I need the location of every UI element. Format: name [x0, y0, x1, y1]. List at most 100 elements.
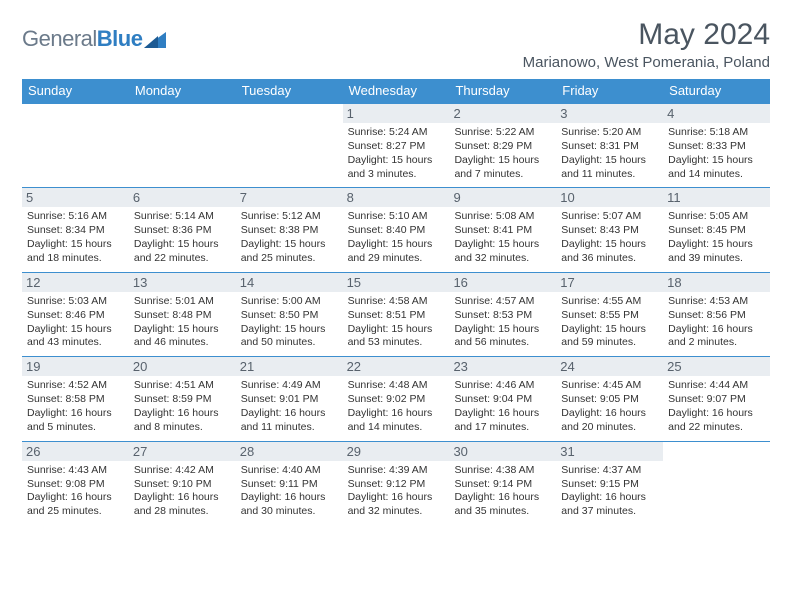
day-number: 1: [343, 104, 450, 123]
day-cell-20: 20 Sunrise: 4:51 AMSunset: 8:59 PMDayligh…: [129, 357, 236, 440]
day-cell-1: 1Sunrise: 5:24 AMSunset: 8:27 PMDaylight…: [343, 104, 450, 187]
dayname-saturday: Saturday: [663, 79, 770, 103]
day-number: 28: [236, 442, 343, 461]
day-cell-26: 26 Sunrise: 4:43 AMSunset: 9:08 PMDayligh…: [22, 442, 129, 525]
header: GeneralBlue May 2024 Marianowo, West Pom…: [22, 18, 770, 71]
day-number: 8: [343, 188, 450, 207]
calendar-row: 1Sunrise: 5:24 AMSunset: 8:27 PMDaylight…: [22, 103, 770, 187]
calendar-row: 5 Sunrise: 5:16 AMSunset: 8:34 PMDaylight…: [22, 187, 770, 271]
day-info: Sunrise: 5:14 AMSunset: 8:36 PMDaylight:…: [134, 210, 231, 265]
logo-text-general: General: [22, 26, 97, 51]
day-number: 31: [556, 442, 663, 461]
day-info: Sunrise: 4:58 AMSunset: 8:51 PMDaylight:…: [348, 295, 445, 350]
day-info: Sunrise: 4:38 AMSunset: 9:14 PMDaylight:…: [454, 464, 551, 519]
day-number: 16: [449, 273, 556, 292]
day-number: 5: [22, 188, 129, 207]
day-info: Sunrise: 5:05 AMSunset: 8:45 PMDaylight:…: [668, 210, 765, 265]
day-cell-3: 3Sunrise: 5:20 AMSunset: 8:31 PMDaylight…: [556, 104, 663, 187]
day-number: 22: [343, 357, 450, 376]
day-info: Sunrise: 5:22 AMSunset: 8:29 PMDaylight:…: [454, 126, 551, 181]
day-number: 4: [663, 104, 770, 123]
day-number: 11: [663, 188, 770, 207]
day-cell-17: 17Sunrise: 4:55 AMSunset: 8:55 PMDayligh…: [556, 273, 663, 356]
day-number: 14: [236, 273, 343, 292]
day-cell-9: 9 Sunrise: 5:08 AMSunset: 8:41 PMDaylight…: [449, 188, 556, 271]
day-number: 20: [129, 357, 236, 376]
day-cell-22: 22 Sunrise: 4:48 AMSunset: 9:02 PMDayligh…: [343, 357, 450, 440]
dayname-wednesday: Wednesday: [343, 79, 450, 103]
day-info: Sunrise: 5:03 AMSunset: 8:46 PMDaylight:…: [27, 295, 124, 350]
title-block: May 2024 Marianowo, West Pomerania, Pola…: [523, 18, 770, 71]
day-info: Sunrise: 4:46 AMSunset: 9:04 PMDaylight:…: [454, 379, 551, 434]
day-number: 10: [556, 188, 663, 207]
logo-text: GeneralBlue: [22, 26, 142, 52]
day-number: 13: [129, 273, 236, 292]
calendar-row: 26 Sunrise: 4:43 AMSunset: 9:08 PMDayligh…: [22, 441, 770, 525]
logo-text-blue: Blue: [97, 26, 143, 51]
day-cell-30: 30 Sunrise: 4:38 AMSunset: 9:14 PMDayligh…: [449, 442, 556, 525]
day-info: Sunrise: 4:43 AMSunset: 9:08 PMDaylight:…: [27, 464, 124, 519]
location-label: Marianowo, West Pomerania, Poland: [523, 54, 770, 71]
day-info: Sunrise: 4:40 AMSunset: 9:11 PMDaylight:…: [241, 464, 338, 519]
day-info: Sunrise: 5:08 AMSunset: 8:41 PMDaylight:…: [454, 210, 551, 265]
day-cell-5: 5 Sunrise: 5:16 AMSunset: 8:34 PMDaylight…: [22, 188, 129, 271]
day-info: Sunrise: 4:44 AMSunset: 9:07 PMDaylight:…: [668, 379, 765, 434]
day-info: Sunrise: 4:37 AMSunset: 9:15 PMDaylight:…: [561, 464, 658, 519]
day-info: Sunrise: 5:18 AMSunset: 8:33 PMDaylight:…: [668, 126, 765, 181]
day-number: 27: [129, 442, 236, 461]
day-info: Sunrise: 4:49 AMSunset: 9:01 PMDaylight:…: [241, 379, 338, 434]
day-info: Sunrise: 4:55 AMSunset: 8:55 PMDaylight:…: [561, 295, 658, 350]
day-cell-29: 29Sunrise: 4:39 AMSunset: 9:12 PMDayligh…: [343, 442, 450, 525]
day-cell-21: 21 Sunrise: 4:49 AMSunset: 9:01 PMDayligh…: [236, 357, 343, 440]
day-info: Sunrise: 5:00 AMSunset: 8:50 PMDaylight:…: [241, 295, 338, 350]
day-cell-14: 14 Sunrise: 5:00 AMSunset: 8:50 PMDayligh…: [236, 273, 343, 356]
day-info: Sunrise: 5:12 AMSunset: 8:38 PMDaylight:…: [241, 210, 338, 265]
dayname-thursday: Thursday: [449, 79, 556, 103]
empty-cell: [663, 442, 770, 525]
day-info: Sunrise: 4:53 AMSunset: 8:56 PMDaylight:…: [668, 295, 765, 350]
day-number: 7: [236, 188, 343, 207]
day-cell-7: 7 Sunrise: 5:12 AMSunset: 8:38 PMDaylight…: [236, 188, 343, 271]
calendar-row: 12 Sunrise: 5:03 AMSunset: 8:46 PMDayligh…: [22, 272, 770, 356]
day-number: 29: [343, 442, 450, 461]
day-number: 15: [343, 273, 450, 292]
day-number: 12: [22, 273, 129, 292]
day-cell-28: 28 Sunrise: 4:40 AMSunset: 9:11 PMDayligh…: [236, 442, 343, 525]
day-info: Sunrise: 5:01 AMSunset: 8:48 PMDaylight:…: [134, 295, 231, 350]
empty-cell: [22, 104, 129, 187]
day-number: 24: [556, 357, 663, 376]
day-number: 9: [449, 188, 556, 207]
day-cell-2: 2 Sunrise: 5:22 AMSunset: 8:29 PMDaylight…: [449, 104, 556, 187]
day-number: 3: [556, 104, 663, 123]
day-number: 30: [449, 442, 556, 461]
page-title: May 2024: [523, 18, 770, 52]
day-number: 18: [663, 273, 770, 292]
day-number: 19: [22, 357, 129, 376]
day-cell-4: 4 Sunrise: 5:18 AMSunset: 8:33 PMDaylight…: [663, 104, 770, 187]
calendar: SundayMondayTuesdayWednesdayThursdayFrid…: [22, 79, 770, 525]
day-number: 2: [449, 104, 556, 123]
day-cell-13: 13 Sunrise: 5:01 AMSunset: 8:48 PMDayligh…: [129, 273, 236, 356]
day-cell-8: 8 Sunrise: 5:10 AMSunset: 8:40 PMDaylight…: [343, 188, 450, 271]
day-info: Sunrise: 5:16 AMSunset: 8:34 PMDaylight:…: [27, 210, 124, 265]
day-info: Sunrise: 4:48 AMSunset: 9:02 PMDaylight:…: [348, 379, 445, 434]
calendar-row: 19 Sunrise: 4:52 AMSunset: 8:58 PMDayligh…: [22, 356, 770, 440]
day-info: Sunrise: 5:10 AMSunset: 8:40 PMDaylight:…: [348, 210, 445, 265]
dayname-tuesday: Tuesday: [236, 79, 343, 103]
day-cell-11: 11 Sunrise: 5:05 AMSunset: 8:45 PMDayligh…: [663, 188, 770, 271]
day-cell-10: 10Sunrise: 5:07 AMSunset: 8:43 PMDayligh…: [556, 188, 663, 271]
day-cell-12: 12 Sunrise: 5:03 AMSunset: 8:46 PMDayligh…: [22, 273, 129, 356]
day-number: 25: [663, 357, 770, 376]
day-number: 26: [22, 442, 129, 461]
day-info: Sunrise: 4:52 AMSunset: 8:58 PMDaylight:…: [27, 379, 124, 434]
empty-cell: [236, 104, 343, 187]
logo: GeneralBlue: [22, 18, 166, 52]
day-number: 21: [236, 357, 343, 376]
day-info: Sunrise: 4:51 AMSunset: 8:59 PMDaylight:…: [134, 379, 231, 434]
day-cell-24: 24 Sunrise: 4:45 AMSunset: 9:05 PMDayligh…: [556, 357, 663, 440]
day-info: Sunrise: 4:45 AMSunset: 9:05 PMDaylight:…: [561, 379, 658, 434]
day-cell-23: 23Sunrise: 4:46 AMSunset: 9:04 PMDayligh…: [449, 357, 556, 440]
day-number: 6: [129, 188, 236, 207]
day-cell-19: 19 Sunrise: 4:52 AMSunset: 8:58 PMDayligh…: [22, 357, 129, 440]
dayname-sunday: Sunday: [22, 79, 129, 103]
